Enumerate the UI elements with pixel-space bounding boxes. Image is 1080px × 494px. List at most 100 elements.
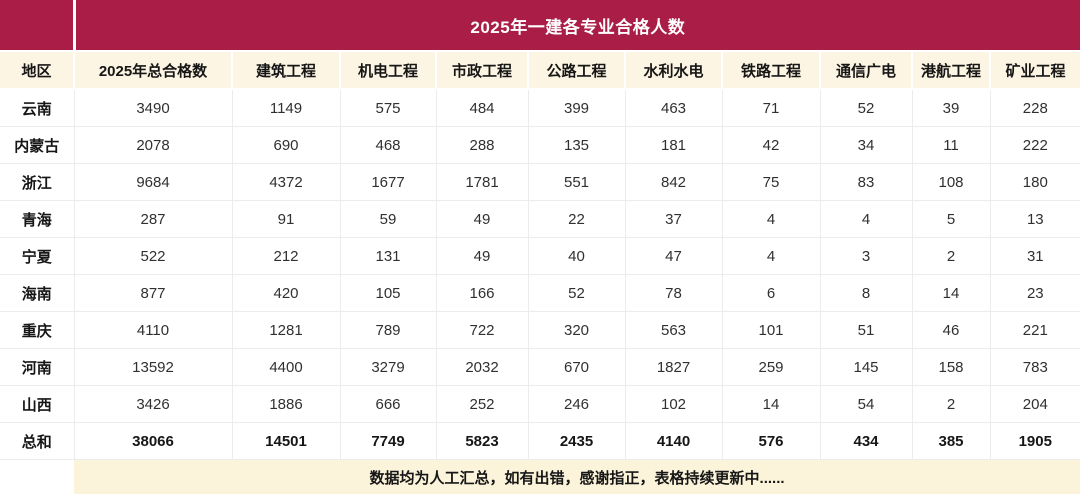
value-cell: 246 [528, 386, 625, 423]
value-cell: 2 [912, 386, 990, 423]
value-cell: 13592 [74, 349, 232, 386]
value-cell: 59 [340, 201, 436, 238]
region-cell: 云南 [0, 89, 74, 127]
table-row: 青海 287 91 59 49 22 37 4 4 5 13 [0, 201, 1080, 238]
value-cell: 221 [990, 312, 1080, 349]
value-cell: 14 [722, 386, 820, 423]
value-cell: 722 [436, 312, 528, 349]
column-header: 通信广电 [820, 51, 912, 89]
value-cell: 551 [528, 164, 625, 201]
value-cell: 11 [912, 127, 990, 164]
value-cell: 4 [722, 201, 820, 238]
value-cell: 46 [912, 312, 990, 349]
value-cell: 135 [528, 127, 625, 164]
value-cell: 108 [912, 164, 990, 201]
value-cell: 131 [340, 238, 436, 275]
value-cell: 13 [990, 201, 1080, 238]
value-cell: 49 [436, 201, 528, 238]
value-cell: 4140 [625, 423, 722, 460]
total-row: 总和 38066 14501 7749 5823 2435 4140 576 4… [0, 423, 1080, 460]
region-cell: 青海 [0, 201, 74, 238]
column-header: 水利水电 [625, 51, 722, 89]
corner-cell [0, 0, 74, 51]
value-cell: 2435 [528, 423, 625, 460]
value-cell: 91 [232, 201, 340, 238]
value-cell: 181 [625, 127, 722, 164]
value-cell: 4110 [74, 312, 232, 349]
value-cell: 39 [912, 89, 990, 127]
region-cell: 海南 [0, 275, 74, 312]
value-cell: 75 [722, 164, 820, 201]
region-cell: 内蒙古 [0, 127, 74, 164]
value-cell: 34 [820, 127, 912, 164]
value-cell: 3 [820, 238, 912, 275]
value-cell: 3279 [340, 349, 436, 386]
header-row: 地区 2025年总合格数 建筑工程 机电工程 市政工程 公路工程 水利水电 铁路… [0, 51, 1080, 89]
column-header: 市政工程 [436, 51, 528, 89]
column-header: 公路工程 [528, 51, 625, 89]
value-cell: 1149 [232, 89, 340, 127]
value-cell: 54 [820, 386, 912, 423]
region-cell: 宁夏 [0, 238, 74, 275]
value-cell: 1886 [232, 386, 340, 423]
table-row: 云南 3490 1149 575 484 399 463 71 52 39 22… [0, 89, 1080, 127]
value-cell: 4 [722, 238, 820, 275]
footer-blank-cell [0, 460, 74, 494]
value-cell: 2 [912, 238, 990, 275]
value-cell: 7749 [340, 423, 436, 460]
region-cell: 山西 [0, 386, 74, 423]
value-cell: 204 [990, 386, 1080, 423]
value-cell: 463 [625, 89, 722, 127]
table-title: 2025年一建各专业合格人数 [74, 0, 1080, 51]
value-cell: 47 [625, 238, 722, 275]
value-cell: 212 [232, 238, 340, 275]
column-header: 机电工程 [340, 51, 436, 89]
value-cell: 690 [232, 127, 340, 164]
value-cell: 670 [528, 349, 625, 386]
value-cell: 2032 [436, 349, 528, 386]
value-cell: 399 [528, 89, 625, 127]
value-cell: 222 [990, 127, 1080, 164]
table-row: 山西 3426 1886 666 252 246 102 14 54 2 204 [0, 386, 1080, 423]
value-cell: 14 [912, 275, 990, 312]
value-cell: 9684 [74, 164, 232, 201]
value-cell: 563 [625, 312, 722, 349]
table-row: 重庆 4110 1281 789 722 320 563 101 51 46 2… [0, 312, 1080, 349]
table-row: 海南 877 420 105 166 52 78 6 8 14 23 [0, 275, 1080, 312]
value-cell: 4400 [232, 349, 340, 386]
region-cell: 重庆 [0, 312, 74, 349]
value-cell: 576 [722, 423, 820, 460]
value-cell: 8 [820, 275, 912, 312]
value-cell: 6 [722, 275, 820, 312]
value-cell: 49 [436, 238, 528, 275]
value-cell: 14501 [232, 423, 340, 460]
value-cell: 385 [912, 423, 990, 460]
value-cell: 1781 [436, 164, 528, 201]
value-cell: 40 [528, 238, 625, 275]
value-cell: 252 [436, 386, 528, 423]
value-cell: 3490 [74, 89, 232, 127]
value-cell: 2078 [74, 127, 232, 164]
table-row: 宁夏 522 212 131 49 40 47 4 3 2 31 [0, 238, 1080, 275]
value-cell: 789 [340, 312, 436, 349]
value-cell: 38066 [74, 423, 232, 460]
value-cell: 484 [436, 89, 528, 127]
table-row: 浙江 9684 4372 1677 1781 551 842 75 83 108… [0, 164, 1080, 201]
value-cell: 71 [722, 89, 820, 127]
value-cell: 23 [990, 275, 1080, 312]
table-row: 内蒙古 2078 690 468 288 135 181 42 34 11 22… [0, 127, 1080, 164]
column-header: 铁路工程 [722, 51, 820, 89]
region-cell: 河南 [0, 349, 74, 386]
column-header: 建筑工程 [232, 51, 340, 89]
value-cell: 420 [232, 275, 340, 312]
value-cell: 522 [74, 238, 232, 275]
value-cell: 3426 [74, 386, 232, 423]
region-cell: 浙江 [0, 164, 74, 201]
value-cell: 51 [820, 312, 912, 349]
column-header-region: 地区 [0, 51, 74, 89]
value-cell: 5 [912, 201, 990, 238]
value-cell: 575 [340, 89, 436, 127]
value-cell: 180 [990, 164, 1080, 201]
value-cell: 78 [625, 275, 722, 312]
